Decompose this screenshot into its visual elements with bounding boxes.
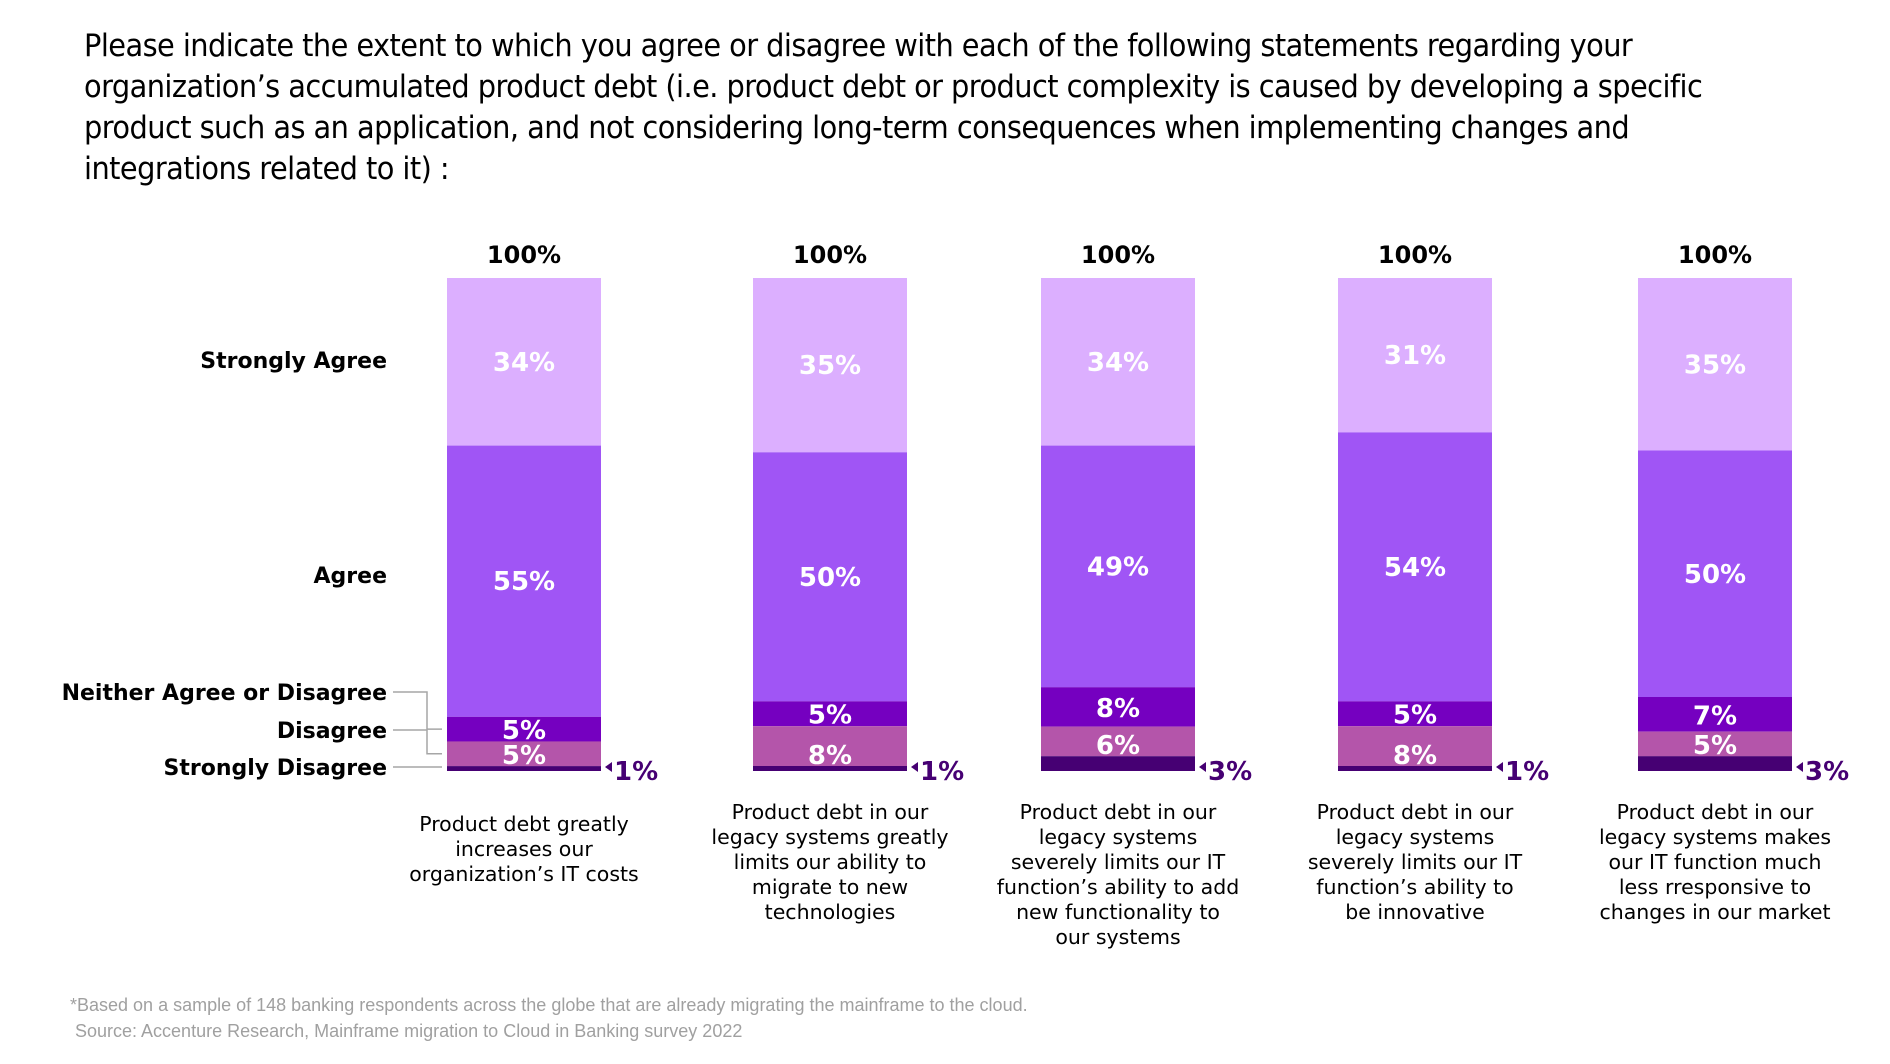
legend-strongly-agree: Strongly Agree (200, 349, 387, 374)
bar-segment-agree (1041, 445, 1195, 688)
bar-segment-disagree (1638, 731, 1792, 757)
data-label: 5% (1393, 701, 1437, 731)
legend-strongly-disagree: Strongly Disagree (164, 756, 387, 781)
bar-segment-neither-agree-or-disagree (1041, 687, 1195, 727)
data-label: 34% (493, 348, 555, 378)
data-label: 49% (1087, 552, 1149, 582)
category-label-line: severely limits our IT (1010, 850, 1226, 874)
data-label: 3% (1208, 757, 1252, 787)
category-label-line: Product debt in our (1316, 800, 1514, 824)
data-label: 1% (920, 757, 964, 787)
data-label: 1% (614, 757, 658, 787)
bar-segment-disagree (1338, 726, 1492, 766)
bar-segment-strongly-agree (1638, 278, 1792, 451)
data-label: 54% (1384, 553, 1446, 583)
data-label: 31% (1384, 341, 1446, 371)
category-label-line: changes in our market (1599, 900, 1831, 924)
total-label: 100% (1678, 241, 1752, 269)
category-label: Product debt greatly increases our organiz… (389, 812, 659, 887)
category-label-line: organization’s IT costs (409, 862, 639, 886)
category-label-line: legacy systems (1038, 825, 1198, 849)
bars-group: 34%55%5%5%1%100%35%50%5%8%1%100%34%49%8%… (447, 241, 1849, 787)
pointer-arrow-icon (911, 762, 918, 772)
total-label: 100% (487, 241, 561, 269)
category-label-line: technologies (764, 900, 896, 924)
data-label: 7% (1693, 701, 1737, 731)
category-label-line: legacy systems greatly (711, 825, 949, 849)
category-label-line: migrate to new (751, 875, 909, 899)
total-label: 100% (1378, 241, 1452, 269)
category-label-line: our systems (1055, 925, 1181, 949)
data-label: 35% (1684, 350, 1746, 380)
category-label-line: Product debt in our (731, 800, 929, 824)
data-label: 35% (799, 351, 861, 381)
pointer-arrow-icon (1496, 762, 1503, 772)
bar-segment-strongly-disagree (447, 766, 601, 771)
bar-segment-strongly-agree (753, 278, 907, 453)
data-label: 5% (502, 716, 546, 746)
category-label: Product debt in our legacy systems makes o… (1580, 800, 1850, 925)
bar-segment-agree (1338, 432, 1492, 702)
bar-segment-neither-agree-or-disagree (1338, 701, 1492, 727)
bar-segment-strongly-agree (447, 278, 601, 446)
category-label-line: new functionality to (1016, 900, 1220, 924)
legend-connector-line (393, 691, 442, 730)
legend-agree: Agree (314, 564, 387, 589)
footnote-source: Source: Accenture Research, Mainframe mi… (70, 1021, 743, 1041)
legend-connector-line (393, 729, 442, 755)
footnote: *Based on a sample of 148 banking respon… (70, 992, 1028, 1044)
total-label: 100% (793, 241, 867, 269)
bar-segment-disagree (753, 726, 907, 766)
pointer-arrow-icon (1796, 762, 1803, 772)
category-label-line: Product debt greatly (419, 812, 629, 836)
bar-segment-neither-agree-or-disagree (753, 701, 907, 727)
category-label: Product debt in our legacy systems severel… (983, 800, 1253, 950)
total-label: 100% (1081, 241, 1155, 269)
category-label: Product debt in our legacy systems greatl… (695, 800, 965, 925)
data-label: 34% (1087, 348, 1149, 378)
bar-segment-strongly-disagree (1638, 756, 1792, 771)
category-label-line: function’s ability to add (996, 875, 1240, 899)
bar-segment-strongly-agree (1338, 278, 1492, 433)
bar-segment-strongly-disagree (1041, 756, 1195, 771)
category-label-line: Product debt in our (1019, 800, 1217, 824)
bar-segment-agree (753, 452, 907, 702)
data-label: 3% (1805, 757, 1849, 787)
bar-segment-strongly-disagree (753, 766, 907, 771)
bar-segment-neither-agree-or-disagree (1638, 697, 1792, 732)
data-label: 1% (1505, 757, 1549, 787)
data-label: 5% (808, 701, 852, 731)
data-label: 8% (1096, 694, 1140, 724)
bar-segment-strongly-agree (1041, 278, 1195, 446)
category-label-line: function’s ability to (1316, 875, 1514, 899)
legend-disagree: Disagree (277, 719, 387, 744)
data-label: 50% (1684, 560, 1746, 590)
category-label-line: less rresponsive to (1618, 875, 1812, 899)
category-label-line: limits our ability to (733, 850, 927, 874)
category-label-line: legacy systems (1335, 825, 1495, 849)
bar-segment-agree (447, 445, 601, 717)
category-label-line: severely limits our IT (1307, 850, 1523, 874)
bar-segment-strongly-disagree (1338, 766, 1492, 771)
category-label: Product debt in our legacy systems severel… (1280, 800, 1550, 925)
pointer-arrow-icon (1199, 762, 1206, 772)
bar-segment-neither-agree-or-disagree (447, 716, 601, 742)
legend-group: Strongly Agree Agree Neither Agree or Disa… (62, 349, 442, 781)
category-label-line: our IT function much (1608, 850, 1822, 874)
bar-segment-disagree (1041, 726, 1195, 757)
chart-title: Please indicate the extent to which you … (84, 28, 1703, 187)
category-label-line: increases our (455, 837, 593, 861)
bar-segment-agree (1638, 450, 1792, 697)
legend-neither-agree-or-disagree: Neither Agree or Disagree (62, 681, 387, 706)
pointer-arrow-icon (605, 762, 612, 772)
category-label-line: legacy systems makes (1598, 825, 1832, 849)
data-label: 55% (493, 567, 555, 597)
category-label-line: Product debt in our (1616, 800, 1814, 824)
footnote-sample: *Based on a sample of 148 banking respon… (70, 995, 1028, 1015)
category-label-line: be innovative (1345, 900, 1485, 924)
data-label: 50% (799, 563, 861, 593)
bar-segment-disagree (447, 741, 601, 767)
